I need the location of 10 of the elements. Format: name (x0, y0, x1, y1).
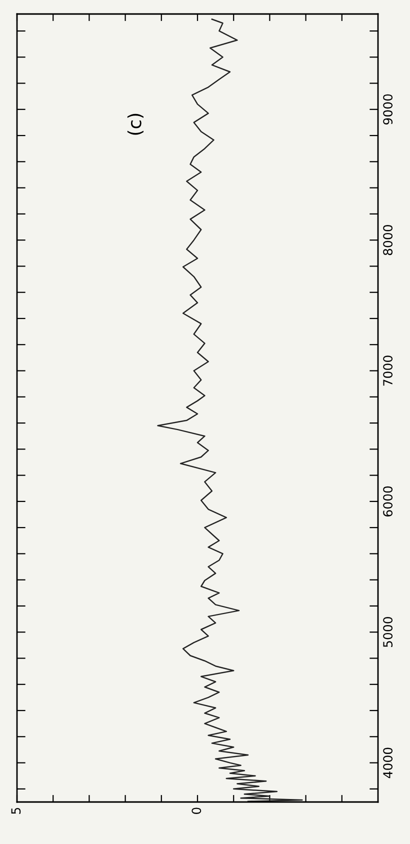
annotation: (c) (127, 114, 144, 135)
y-tick-label: 4000 (383, 748, 393, 778)
y-tick-label: 7000 (383, 356, 393, 386)
line-series (157, 18, 303, 802)
y-tick-label: 5000 (383, 617, 393, 648)
y-tick-label: 9000 (383, 94, 393, 125)
x-tick-label: 0 (192, 808, 202, 814)
y-tick-label: 8000 (383, 225, 393, 256)
x-tick-label: 5 (11, 808, 21, 814)
y-tick-label: 6000 (383, 486, 393, 516)
